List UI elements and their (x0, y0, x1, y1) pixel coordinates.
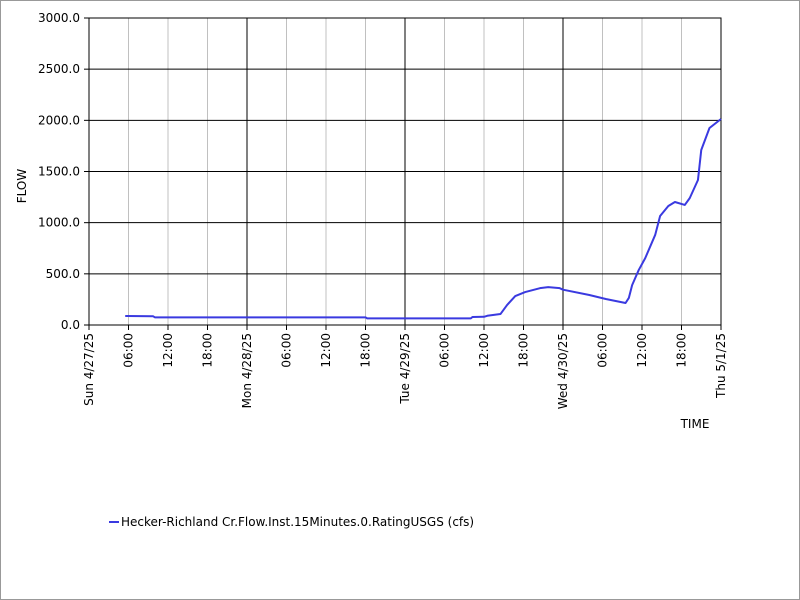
legend-label: Hecker-Richland Cr.Flow.Inst.15Minutes.0… (121, 515, 474, 529)
data-line (125, 118, 722, 320)
x-axis-label: TIME (680, 417, 710, 431)
x-tick-label: 06:00 (596, 333, 610, 368)
x-tick-label: 12:00 (161, 333, 175, 368)
x-tick-label: 18:00 (675, 333, 689, 368)
x-tick-label: 06:00 (280, 333, 294, 368)
x-tick-label: 18:00 (359, 333, 373, 368)
x-tick-label: 12:00 (319, 333, 333, 368)
y-tick-label: 1000.0 (38, 216, 80, 230)
x-tick-label: 18:00 (201, 333, 215, 368)
y-tick-label: 3000.0 (38, 11, 80, 25)
x-tick-label: Sun 4/27/25 (82, 333, 96, 406)
y-tick-label: 2500.0 (38, 62, 80, 76)
x-tick-label: 12:00 (477, 333, 491, 368)
x-tick-label: Mon 4/28/25 (240, 333, 254, 408)
x-tick-label: 06:00 (438, 333, 452, 368)
plot-border (88, 17, 722, 326)
y-axis-label: FLOW (15, 169, 29, 204)
y-tick-label: 1500.0 (38, 165, 80, 179)
x-tick-label: Wed 4/30/25 (556, 333, 570, 409)
y-tick-label: 0.0 (61, 318, 80, 332)
y-tick-label: 2000.0 (38, 113, 80, 127)
x-tick-label: Thu 5/1/25 (714, 333, 728, 399)
x-tick-label: 12:00 (635, 333, 649, 368)
x-tick-label: 18:00 (517, 333, 531, 368)
x-tick-label: Tue 4/29/25 (398, 333, 412, 405)
x-tick-label: 06:00 (122, 333, 136, 368)
y-tick-label: 500.0 (46, 267, 80, 281)
